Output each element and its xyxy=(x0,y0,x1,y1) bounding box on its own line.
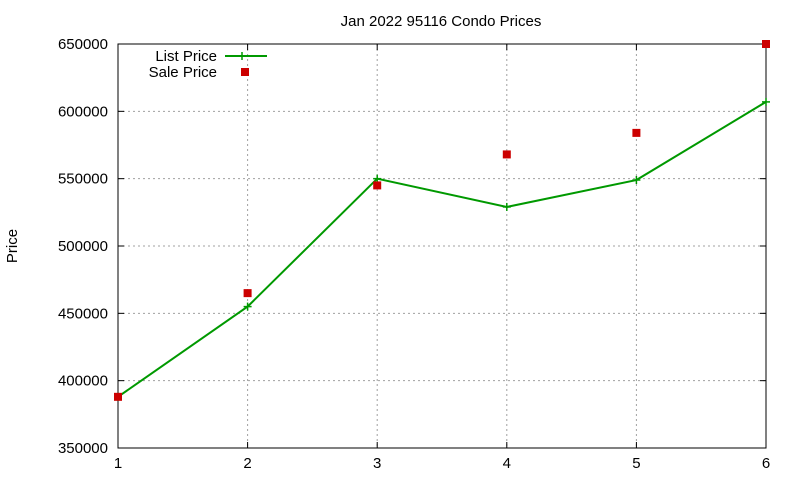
sale-price-point xyxy=(632,128,641,137)
sale-price-point xyxy=(762,40,770,48)
y-tick-label: 600000 xyxy=(58,103,108,120)
sale-price-point xyxy=(373,181,382,190)
list-price-point xyxy=(762,97,770,106)
sale-price-point xyxy=(243,289,252,298)
y-tick-label: 350000 xyxy=(58,440,108,457)
grid xyxy=(118,44,766,448)
list-price-point xyxy=(373,174,382,183)
x-tick-label: 6 xyxy=(762,455,770,472)
x-tick-label: 4 xyxy=(503,455,511,472)
y-tick-label: 400000 xyxy=(58,373,108,390)
legend: List Price Sale Price xyxy=(149,48,267,81)
x-tick-label: 3 xyxy=(373,455,381,472)
axis-ticks: 1 2 3 4 5 6 350000 400000 450000 500000 550000 6000… xyxy=(58,36,770,472)
legend-swatch-sale-price xyxy=(241,68,249,76)
list-price-point xyxy=(632,176,641,185)
legend-label-sale-price: Sale Price xyxy=(149,64,217,81)
x-tick-label: 1 xyxy=(114,455,122,472)
y-tick-label: 500000 xyxy=(58,238,108,255)
x-tick-label: 5 xyxy=(632,455,640,472)
legend-label-list-price: List Price xyxy=(155,48,217,65)
x-tick-label: 2 xyxy=(243,455,251,472)
list-price-point xyxy=(502,202,511,211)
list-price-point xyxy=(243,302,252,311)
y-tick-label: 650000 xyxy=(58,36,108,53)
y-axis-label: Price xyxy=(4,229,21,263)
sale-price-point xyxy=(502,150,511,159)
chart-title: Jan 2022 95116 Condo Prices xyxy=(341,13,542,30)
y-tick-label: 550000 xyxy=(58,171,108,188)
list-price-line xyxy=(117,101,767,398)
sale-price-point xyxy=(114,392,122,401)
y-tick-label: 450000 xyxy=(58,305,108,322)
series xyxy=(114,40,770,401)
